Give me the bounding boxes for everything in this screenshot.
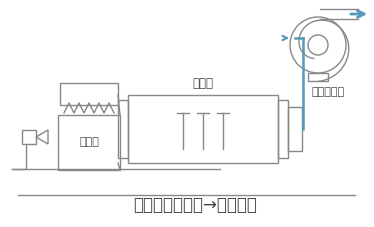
- Text: 乾燥機: 乾燥機: [193, 77, 214, 90]
- Bar: [118, 100, 128, 158]
- Bar: [308, 73, 328, 81]
- Text: バーナ：Ｃ重油→都市ガス: バーナ：Ｃ重油→都市ガス: [133, 196, 257, 214]
- Bar: [278, 100, 288, 158]
- Bar: [22, 130, 36, 144]
- Bar: [288, 107, 302, 151]
- Bar: [128, 95, 278, 163]
- Bar: [60, 83, 118, 105]
- Text: 誘引ファン: 誘引ファン: [312, 87, 344, 97]
- Bar: [58, 115, 120, 170]
- Text: 熱風炉: 熱風炉: [79, 138, 99, 148]
